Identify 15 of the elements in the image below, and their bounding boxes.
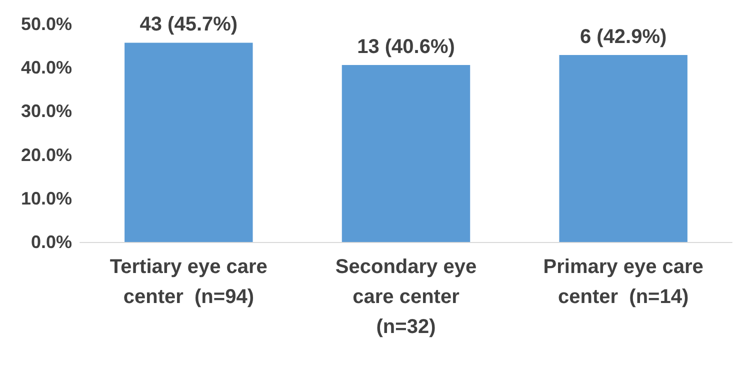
data-label: 6 (42.9%) bbox=[580, 26, 667, 48]
x-tick-label: Secondary eye care center (n=32) bbox=[335, 256, 477, 338]
bar bbox=[559, 54, 688, 242]
y-tick-label: 30.0% bbox=[20, 101, 72, 122]
data-label: 13 (40.6%) bbox=[357, 36, 455, 58]
y-tick-label: 20.0% bbox=[20, 144, 72, 165]
data-label: 43 (45.7%) bbox=[140, 14, 238, 36]
x-tick-label: Primary eye care center (n=14) bbox=[543, 256, 704, 308]
bar bbox=[124, 42, 253, 242]
x-tick-label: Tertiary eye care center (n=94) bbox=[110, 256, 268, 308]
y-tick-label: 40.0% bbox=[20, 58, 72, 78]
y-tick-label: 50.0% bbox=[20, 14, 72, 34]
bar bbox=[342, 64, 470, 242]
y-tick-label: 0.0% bbox=[30, 232, 72, 252]
y-tick-label: 10.0% bbox=[20, 188, 72, 208]
